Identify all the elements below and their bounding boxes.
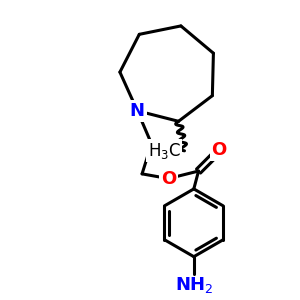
Text: NH$_2$: NH$_2$	[175, 275, 213, 296]
Text: N: N	[130, 102, 145, 120]
Text: O: O	[161, 169, 176, 188]
Text: O: O	[212, 141, 227, 159]
Text: H$_3$C: H$_3$C	[148, 141, 181, 161]
